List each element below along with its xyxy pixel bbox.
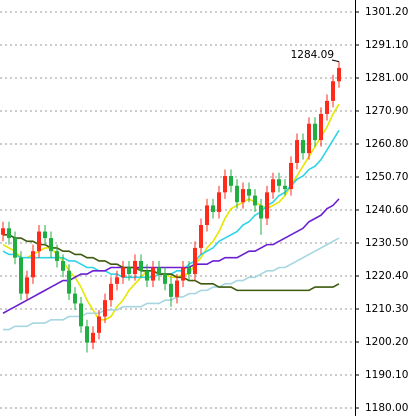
candle-body xyxy=(277,179,281,186)
candle-body xyxy=(109,283,113,301)
candle-body xyxy=(199,225,203,248)
candle-body xyxy=(43,231,47,239)
candle-body xyxy=(79,303,83,327)
candle-body xyxy=(49,238,53,252)
candle-body xyxy=(193,247,197,275)
candle-body xyxy=(175,280,179,297)
candle-body xyxy=(247,189,251,196)
candle-body xyxy=(169,283,173,297)
candle-body xyxy=(301,140,305,154)
candle-body xyxy=(103,300,107,317)
candle-body xyxy=(235,185,239,203)
candle-body xyxy=(253,195,257,206)
candle-body xyxy=(163,274,167,284)
candle-body xyxy=(325,100,329,114)
candle-body xyxy=(181,267,185,281)
candle-body xyxy=(241,189,245,203)
candle-body xyxy=(259,205,263,219)
y-tick-label: 1250.70 xyxy=(365,171,408,183)
y-tick-label: 1220.40 xyxy=(365,270,408,282)
candle-body xyxy=(145,270,149,281)
candle-body xyxy=(271,179,275,193)
candle-body xyxy=(55,251,59,261)
y-tick-label: 1200.20 xyxy=(365,336,408,348)
y-tick-label: 1301.20 xyxy=(365,6,408,18)
y-tick-label: 1240.60 xyxy=(365,204,408,216)
candle-body xyxy=(115,277,119,284)
candle-body xyxy=(97,316,101,333)
candle-body xyxy=(151,267,155,281)
candle-body xyxy=(127,267,131,275)
y-tick-label: 1260.80 xyxy=(365,138,408,150)
candle-body xyxy=(13,238,17,258)
candle-body xyxy=(265,192,269,219)
candle-body xyxy=(337,67,341,82)
y-tick-label: 1230.50 xyxy=(365,237,408,249)
candle-body xyxy=(7,228,11,239)
candle-body xyxy=(319,113,323,141)
candle-body xyxy=(211,205,215,212)
candle-body xyxy=(289,162,293,190)
y-tick-label: 1270.90 xyxy=(365,105,408,117)
candle-body xyxy=(229,176,233,186)
candle-body xyxy=(67,270,71,294)
y-tick-label: 1291.10 xyxy=(365,39,408,51)
candle-body xyxy=(331,81,335,101)
candle-body xyxy=(1,228,5,235)
candle-body xyxy=(31,251,35,278)
y-tick-label: 1281.00 xyxy=(365,72,408,84)
candle-body xyxy=(187,267,191,275)
y-tick-label: 1180.00 xyxy=(365,402,408,414)
candle-body xyxy=(37,231,41,252)
candle-body xyxy=(217,192,221,212)
candle-body xyxy=(295,140,299,163)
y-tick-label: 1210.30 xyxy=(365,303,408,315)
candle-body xyxy=(121,267,125,278)
y-tick-label: 1190.10 xyxy=(365,369,408,381)
candle-body xyxy=(157,267,161,275)
candle-body xyxy=(283,185,287,190)
candle-body xyxy=(85,326,89,343)
candle-body xyxy=(25,277,29,294)
candle-body xyxy=(61,260,65,271)
candle-body xyxy=(91,332,95,343)
last-price-label: 1284.09 xyxy=(291,49,334,61)
candle-body xyxy=(307,123,311,154)
candle-body xyxy=(133,260,137,275)
last-price-pointer xyxy=(331,59,340,63)
candle-body xyxy=(223,176,227,193)
candle-body xyxy=(139,260,143,271)
candle-body xyxy=(205,205,209,226)
candle-body xyxy=(313,123,317,141)
candle-body xyxy=(19,257,23,294)
candle-body xyxy=(73,293,77,304)
moving-average-line xyxy=(3,234,340,292)
moving-average-line xyxy=(2,198,340,314)
